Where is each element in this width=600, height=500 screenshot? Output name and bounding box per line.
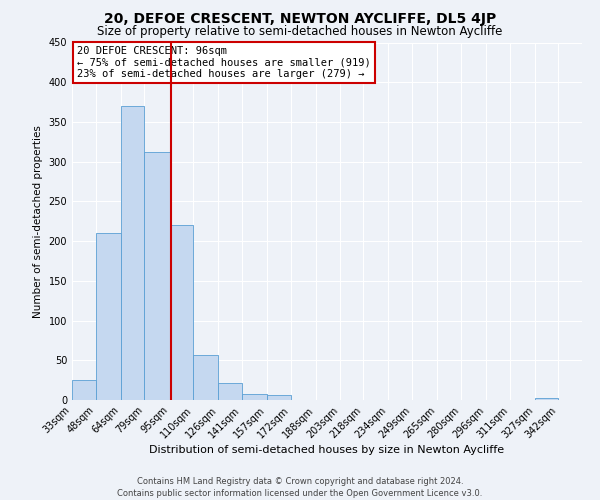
Bar <box>170 225 193 400</box>
Bar <box>218 382 242 400</box>
Bar <box>242 394 267 400</box>
Text: 20 DEFOE CRESCENT: 96sqm
← 75% of semi-detached houses are smaller (919)
23% of : 20 DEFOE CRESCENT: 96sqm ← 75% of semi-d… <box>77 46 371 80</box>
Text: Size of property relative to semi-detached houses in Newton Aycliffe: Size of property relative to semi-detach… <box>97 25 503 38</box>
Text: Contains HM Land Registry data © Crown copyright and database right 2024.
Contai: Contains HM Land Registry data © Crown c… <box>118 476 482 498</box>
Bar <box>95 233 121 400</box>
X-axis label: Distribution of semi-detached houses by size in Newton Aycliffe: Distribution of semi-detached houses by … <box>149 446 505 456</box>
Bar <box>535 398 559 400</box>
Y-axis label: Number of semi-detached properties: Number of semi-detached properties <box>33 125 43 318</box>
Bar <box>267 395 291 400</box>
Bar <box>72 380 95 400</box>
Bar <box>121 106 145 400</box>
Bar <box>145 152 170 400</box>
Text: 20, DEFOE CRESCENT, NEWTON AYCLIFFE, DL5 4JP: 20, DEFOE CRESCENT, NEWTON AYCLIFFE, DL5… <box>104 12 496 26</box>
Bar <box>193 354 218 400</box>
